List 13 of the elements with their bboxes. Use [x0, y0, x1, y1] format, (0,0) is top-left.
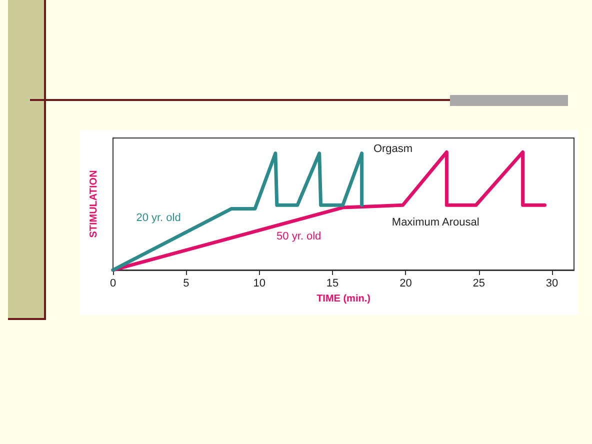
x-tick-label: 20	[400, 278, 412, 290]
x-tick-label: 5	[183, 278, 190, 290]
x-tick-label: 0	[110, 278, 116, 290]
annotation: Orgasm	[373, 142, 413, 155]
x-tick-label: 30	[546, 278, 558, 290]
x-tick-label: 15	[326, 278, 339, 290]
series-label: 20 yr. old	[136, 212, 181, 224]
x-tick-label: 25	[472, 278, 485, 290]
x-tick-label: 10	[253, 278, 266, 290]
y-axis-title: STIMULATION	[88, 170, 100, 238]
annotation: Maximum Arousal	[392, 216, 480, 229]
series-label: 50 yr. old	[276, 230, 322, 242]
x-axis-title: TIME (min.)	[316, 294, 370, 304]
